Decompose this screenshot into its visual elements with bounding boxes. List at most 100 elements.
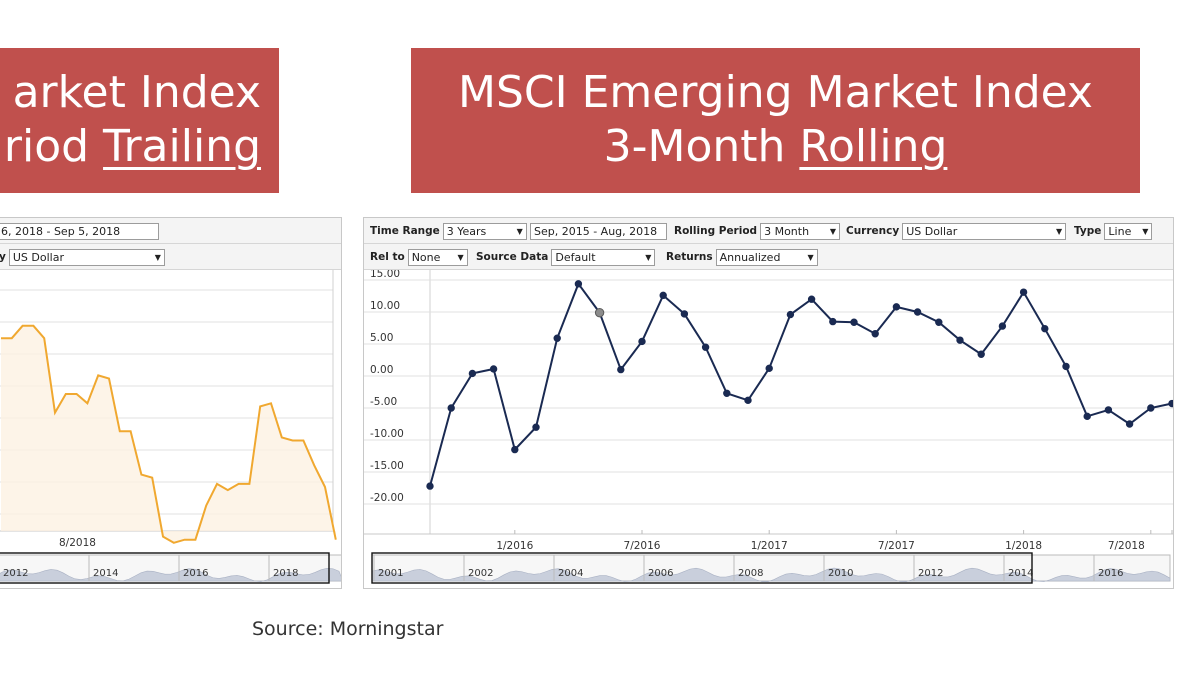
chevron-down-icon: ▼ bbox=[457, 252, 464, 262]
series-line bbox=[1, 324, 337, 544]
data-point bbox=[807, 295, 816, 303]
left-currency-value: US Dollar bbox=[12, 250, 64, 264]
navigator-label: 2004 bbox=[558, 568, 583, 579]
series-area bbox=[1, 325, 336, 543]
data-point bbox=[659, 291, 667, 300]
date-range-field[interactable]: Sep, 2015 - Aug, 2018 bbox=[530, 222, 667, 240]
source-caption: Source: Morningstar bbox=[252, 618, 444, 640]
left-navigator-label: 2012 bbox=[3, 568, 28, 579]
left-title-underlined: Trailing bbox=[103, 121, 261, 172]
currency-value: US Dollar bbox=[906, 224, 958, 238]
left-navigator-label: 2016 bbox=[183, 568, 208, 579]
data-point bbox=[765, 364, 773, 373]
left-currency-select[interactable]: US Dollar ▼ bbox=[8, 248, 165, 266]
left-chart: 8/2018 2012 2014 2016 2018 bbox=[0, 270, 341, 584]
right-title-banner: MSCI Emerging Market Index 3-Month Rolli… bbox=[411, 48, 1140, 193]
left-date-range-field[interactable]: 6, 2018 - Sep 5, 2018 bbox=[0, 222, 159, 240]
rel-to-select[interactable]: None ▼ bbox=[407, 248, 468, 266]
chevron-down-icon: ▼ bbox=[1056, 226, 1063, 236]
right-title-line1: MSCI Emerging Market Index bbox=[458, 67, 1093, 118]
type-select[interactable]: Line ▼ bbox=[1104, 222, 1153, 240]
data-point bbox=[468, 369, 477, 378]
right-toolbar-row1: Time Range 3 Years ▼ Sep, 2015 - Aug, 201… bbox=[364, 218, 1173, 244]
data-point bbox=[977, 350, 985, 358]
returns-select[interactable]: Annualized ▼ bbox=[715, 248, 818, 266]
data-point bbox=[594, 307, 605, 318]
data-point bbox=[998, 322, 1007, 330]
right-chart: 15.00 10.00 5.00 0.00 -5.00 -10.00 -15.00 -20.0… bbox=[364, 270, 1173, 584]
x-tick-label: 1/2017 bbox=[751, 540, 788, 552]
navigator-label: 2001 bbox=[378, 568, 403, 579]
left-navigator-label: 2018 bbox=[273, 568, 298, 579]
rolling-period-value: 3 Month bbox=[764, 224, 810, 238]
data-point bbox=[701, 343, 710, 351]
left-title-line2-prefix: riod bbox=[3, 121, 104, 172]
y-tick-label: -10.00 bbox=[370, 428, 404, 440]
data-point bbox=[1083, 412, 1091, 421]
chevron-down-icon: ▼ bbox=[645, 252, 652, 262]
data-point bbox=[1062, 362, 1070, 371]
data-point bbox=[680, 310, 689, 318]
currency-select[interactable]: US Dollar ▼ bbox=[902, 222, 1067, 240]
time-range-label: Time Range bbox=[370, 225, 440, 237]
right-toolbar-row2: Rel to None ▼ Source Data Default ▼ Return… bbox=[364, 244, 1173, 270]
data-point bbox=[850, 318, 858, 326]
data-point bbox=[638, 337, 646, 346]
navigator-label: 2016 bbox=[1098, 568, 1123, 579]
navigator-label: 2010 bbox=[828, 568, 853, 579]
x-tick-label: 7/2016 bbox=[624, 540, 661, 552]
left-toolbar-row1: 6, 2018 - Sep 5, 2018 bbox=[0, 218, 341, 244]
time-range-value: 3 Years bbox=[446, 224, 487, 238]
chevron-down-icon: ▼ bbox=[516, 226, 523, 236]
x-tick-label: 7/2018 bbox=[1108, 540, 1145, 552]
right-title-underlined: Rolling bbox=[799, 121, 948, 172]
chevron-down-icon: ▼ bbox=[807, 252, 814, 262]
data-point bbox=[447, 404, 455, 412]
navigator-label: 2012 bbox=[918, 568, 943, 579]
rolling-period-select[interactable]: 3 Month ▼ bbox=[760, 222, 841, 240]
navigator-window bbox=[371, 552, 1033, 584]
source-data-select[interactable]: Default ▼ bbox=[551, 248, 656, 266]
navigator-label: 2002 bbox=[468, 568, 493, 579]
type-label: Type bbox=[1074, 225, 1102, 237]
left-navigator-window bbox=[0, 552, 330, 584]
left-title-line1: arket Index bbox=[12, 67, 261, 118]
data-point bbox=[892, 303, 901, 311]
chevron-down-icon: ▼ bbox=[154, 252, 161, 262]
time-range-select[interactable]: 3 Years ▼ bbox=[442, 222, 527, 240]
right-chart-panel: Time Range 3 Years ▼ Sep, 2015 - Aug, 201… bbox=[363, 217, 1174, 589]
chevron-down-icon: ▼ bbox=[1142, 226, 1149, 236]
x-tick-label: 7/2017 bbox=[878, 540, 915, 552]
data-point bbox=[723, 389, 731, 397]
navigator-sparkline bbox=[371, 567, 1171, 583]
data-point bbox=[532, 423, 540, 431]
rolling-period-label: Rolling Period bbox=[674, 225, 758, 237]
navigator-label: 2008 bbox=[738, 568, 763, 579]
data-point bbox=[871, 330, 879, 338]
data-point bbox=[1104, 406, 1113, 414]
data-point bbox=[1125, 420, 1134, 428]
data-point bbox=[744, 396, 752, 405]
data-point bbox=[1147, 404, 1155, 412]
navigator-label: 2006 bbox=[648, 568, 673, 579]
left-chart-panel: 6, 2018 - Sep 5, 2018 y US Dollar ▼ 8/201… bbox=[0, 217, 342, 589]
data-point bbox=[913, 308, 922, 316]
data-point bbox=[786, 310, 795, 319]
date-range-value: Sep, 2015 - Aug, 2018 bbox=[534, 224, 658, 238]
left-title-banner: arket Index riod Trailing bbox=[0, 48, 279, 193]
left-title-line2: riod Trailing bbox=[4, 120, 261, 174]
data-point bbox=[1041, 324, 1049, 333]
left-currency-label: y bbox=[0, 251, 6, 263]
x-tick-label: 1/2018 bbox=[1005, 540, 1042, 552]
returns-label: Returns bbox=[666, 251, 713, 263]
left-navigator-sparkline bbox=[0, 567, 341, 582]
currency-label: Currency bbox=[846, 225, 900, 237]
data-point bbox=[511, 445, 519, 454]
series-line bbox=[429, 281, 1173, 487]
left-navigator-label: 2014 bbox=[93, 568, 118, 579]
data-point bbox=[1019, 288, 1028, 296]
y-tick-label: -5.00 bbox=[370, 396, 397, 408]
y-tick-label: 10.00 bbox=[370, 300, 400, 312]
data-point bbox=[1168, 399, 1173, 408]
x-tick-label: 1/2016 bbox=[496, 540, 533, 552]
